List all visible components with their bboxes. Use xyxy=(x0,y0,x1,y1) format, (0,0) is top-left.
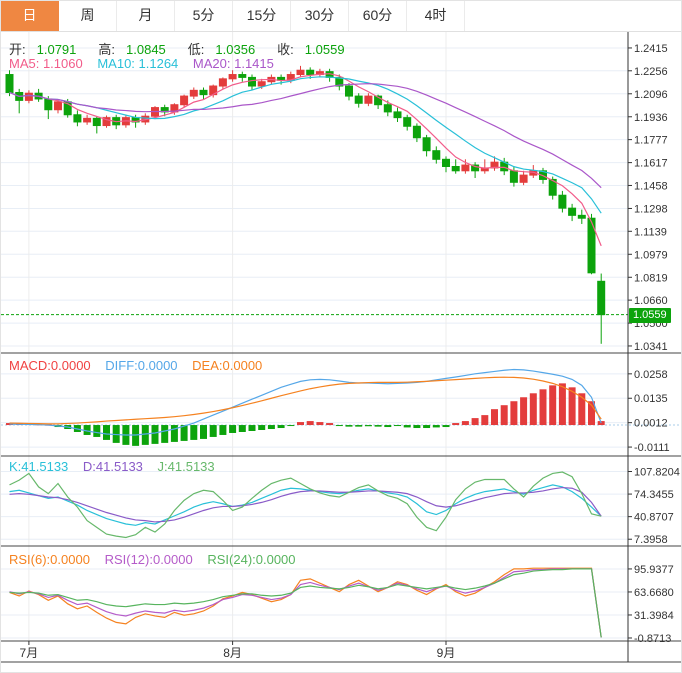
ma10-label: MA10: 1.1264 xyxy=(97,56,179,71)
svg-text:8月: 8月 xyxy=(223,646,242,660)
svg-text:95.9377: 95.9377 xyxy=(634,564,674,576)
tab-60min[interactable]: 60分 xyxy=(349,1,407,31)
rsi12-label: RSI(12):0.0000 xyxy=(104,552,193,567)
svg-text:-0.8713: -0.8713 xyxy=(634,633,671,645)
svg-text:63.6680: 63.6680 xyxy=(634,587,674,599)
svg-text:107.8204: 107.8204 xyxy=(634,466,680,478)
svg-text:7.3958: 7.3958 xyxy=(634,534,668,546)
svg-text:74.3455: 74.3455 xyxy=(634,489,674,501)
tab-week[interactable]: 周 xyxy=(59,1,117,31)
ohlc-close: 收: 1.0559 xyxy=(277,42,345,57)
j-label: J:41.5133 xyxy=(157,459,215,474)
rsi24-label: RSI(24):0.0000 xyxy=(207,552,296,567)
tab-month-label: 月 xyxy=(138,7,153,23)
tab-week-label: 周 xyxy=(80,7,95,23)
svg-text:1.1936: 1.1936 xyxy=(634,112,668,124)
tab-4hour[interactable]: 4时 xyxy=(407,1,465,31)
chart-canvas[interactable]: 1.2415 1.2256 1.2096 1.1936 1.1777 1.1617 1.14… xyxy=(1,31,682,663)
rsi6-label: RSI(6):0.0000 xyxy=(9,552,90,567)
current-price-badge: 1.0559 xyxy=(629,308,671,323)
tab-5min[interactable]: 5分 xyxy=(175,1,233,31)
svg-text:1.1617: 1.1617 xyxy=(634,158,668,170)
svg-text:1.1458: 1.1458 xyxy=(634,180,668,192)
tab-5min-label: 5分 xyxy=(192,7,215,23)
tab-4hour-label: 4时 xyxy=(424,7,447,23)
svg-text:-0.0111: -0.0111 xyxy=(634,442,670,454)
ohlc-high: 高: 1.0845 xyxy=(98,42,166,57)
tab-15min[interactable]: 15分 xyxy=(233,1,291,31)
svg-text:31.3984: 31.3984 xyxy=(634,610,674,622)
ma20-label: MA20: 1.1415 xyxy=(192,56,274,71)
ma-row: MA5: 1.1060 MA10: 1.1264 MA20: 1.1415 xyxy=(9,56,285,71)
macd-row: MACD:0.0000 DIFF:0.0000 DEA:0.0000 xyxy=(9,358,273,373)
kdj-row: K:41.5133 D:41.5133 J:41.5133 xyxy=(9,459,226,474)
ohlc-row: 开: 1.0791 高: 1.0845 低: 1.0356 收: 1.0559 xyxy=(9,39,367,58)
d-label: D:41.5133 xyxy=(82,459,143,474)
svg-text:1.0660: 1.0660 xyxy=(634,295,668,307)
rsi-row: RSI(6):0.0000 RSI(12):0.0000 RSI(24):0.0… xyxy=(9,552,307,567)
chart-area[interactable]: 1.2415 1.2256 1.2096 1.1936 1.1777 1.1617 1.14… xyxy=(1,31,682,672)
ohlc-low: 低: 1.0356 xyxy=(187,42,256,57)
svg-text:1.0979: 1.0979 xyxy=(634,249,668,261)
ma5-label: MA5: 1.1060 xyxy=(9,56,83,71)
dea-label: DEA:0.0000 xyxy=(192,358,263,373)
svg-text:1.2256: 1.2256 xyxy=(634,66,668,78)
svg-text:1.1777: 1.1777 xyxy=(634,135,668,147)
tab-day-label: 日 xyxy=(22,7,37,23)
svg-text:0.0258: 0.0258 xyxy=(634,369,668,381)
tab-60min-label: 60分 xyxy=(362,7,393,23)
diff-label: DIFF:0.0000 xyxy=(105,358,178,373)
tab-15min-label: 15分 xyxy=(246,7,277,23)
svg-text:0.0135: 0.0135 xyxy=(634,393,668,405)
svg-text:0.0012: 0.0012 xyxy=(634,418,668,430)
svg-text:1.1139: 1.1139 xyxy=(634,226,667,238)
tab-30min[interactable]: 30分 xyxy=(291,1,349,31)
svg-text:1.1298: 1.1298 xyxy=(634,203,668,215)
svg-text:9月: 9月 xyxy=(437,646,456,660)
svg-text:1.2096: 1.2096 xyxy=(634,89,668,101)
svg-text:1.0341: 1.0341 xyxy=(634,341,668,353)
macd-label: MACD:0.0000 xyxy=(9,358,91,373)
timeframe-toolbar: 日 周 月 5分 15分 30分 60分 4时 xyxy=(1,1,681,32)
svg-text:1.0819: 1.0819 xyxy=(634,272,668,284)
tab-month[interactable]: 月 xyxy=(117,1,175,31)
k-label: K:41.5133 xyxy=(9,459,69,474)
ohlc-open: 开: 1.0791 xyxy=(9,42,77,57)
svg-text:40.8707: 40.8707 xyxy=(634,512,674,524)
tab-day[interactable]: 日 xyxy=(1,1,59,31)
svg-text:7月: 7月 xyxy=(20,646,39,660)
svg-text:1.2415: 1.2415 xyxy=(634,43,668,55)
tab-30min-label: 30分 xyxy=(304,7,335,23)
